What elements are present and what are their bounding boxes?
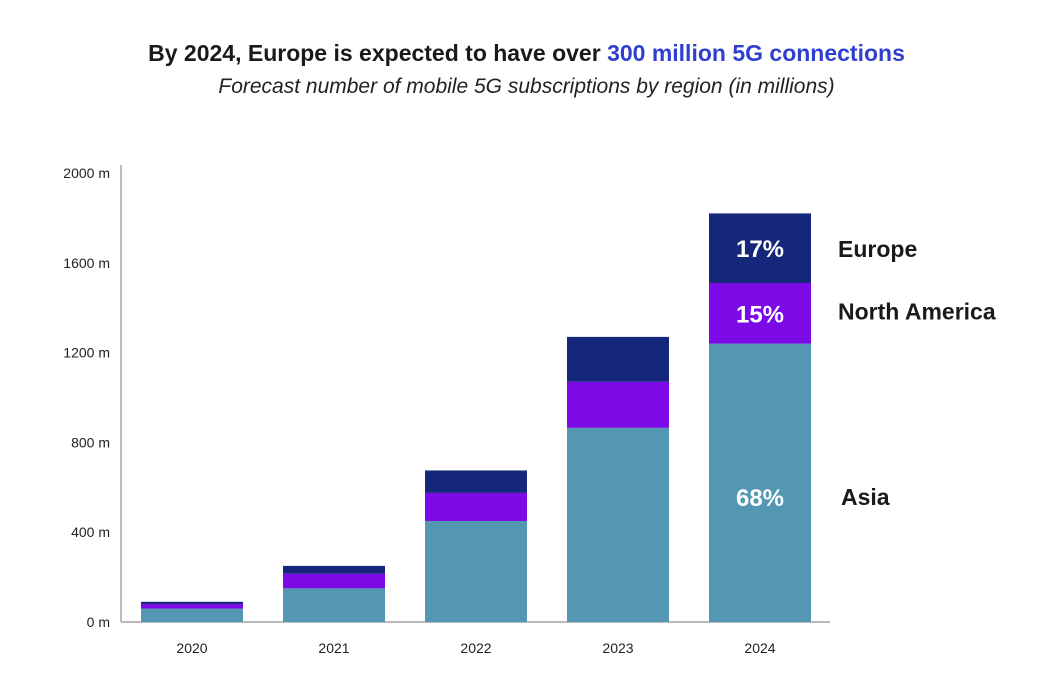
- bar-asia-2024: [709, 343, 811, 622]
- x-tick-label: 2020: [176, 640, 207, 656]
- y-tick-label: 1200 m: [63, 345, 110, 361]
- bar-europe-2020: [141, 601, 243, 605]
- bar-asia-2021: [283, 588, 385, 622]
- y-tick-label: 2000 m: [63, 165, 110, 181]
- x-tick-label: 2021: [318, 640, 349, 656]
- chart-subtitle: Forecast number of mobile 5G subscriptio…: [218, 75, 835, 98]
- y-tick-label: 800 m: [71, 434, 110, 450]
- bar-europe-2022: [425, 470, 527, 493]
- bar-europe-2023: [567, 336, 669, 382]
- bar-north-america-2021: [283, 573, 385, 589]
- bar-north-america-2023: [567, 381, 669, 428]
- bar-asia-2022: [425, 520, 527, 622]
- segment-percent-label: 17%: [736, 236, 784, 263]
- bar-europe-2024: [709, 213, 811, 284]
- series-label: North America: [838, 298, 996, 324]
- chart-title: By 2024, Europe is expected to have over…: [0, 40, 1053, 67]
- title-highlight: 300 million 5G connections: [607, 40, 905, 66]
- x-tick-label: 2024: [744, 640, 775, 656]
- bar-asia-2020: [141, 608, 243, 622]
- bar-north-america-2020: [141, 604, 243, 609]
- x-tick-label: 2023: [602, 640, 633, 656]
- x-tick-label: 2022: [460, 640, 491, 656]
- bar-north-america-2022: [425, 492, 527, 521]
- y-tick-label: 0 m: [87, 614, 110, 630]
- segment-percent-label: 15%: [736, 301, 784, 328]
- y-tick-label: 1600 m: [63, 255, 110, 271]
- segment-percent-label: 68%: [736, 485, 784, 512]
- bar-north-america-2024: [709, 283, 811, 344]
- title-main: By 2024, Europe is expected to have over: [148, 40, 601, 66]
- series-label: Asia: [841, 484, 890, 510]
- bar-europe-2021: [283, 565, 385, 574]
- bar-asia-2023: [567, 427, 669, 622]
- y-tick-label: 400 m: [71, 524, 110, 540]
- series-label: Europe: [838, 236, 917, 262]
